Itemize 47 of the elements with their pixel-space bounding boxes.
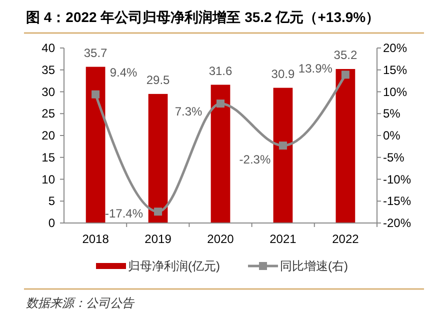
y2-tick-label: 0% bbox=[383, 128, 401, 142]
y-tick-label: 40 bbox=[42, 41, 56, 55]
point bbox=[278, 142, 287, 150]
data-label: 13.9% bbox=[298, 62, 333, 76]
data-label: -2.3% bbox=[239, 152, 271, 167]
data-label: 35.7 bbox=[84, 46, 108, 60]
x-tick-label: 2019 bbox=[144, 232, 172, 246]
bar bbox=[273, 88, 293, 223]
y2-tick-label: 5% bbox=[383, 106, 401, 121]
legend-label: 同比增速(右) bbox=[280, 259, 348, 273]
x-tick-label: 2021 bbox=[270, 232, 297, 246]
y-tick-label: 10 bbox=[42, 172, 56, 186]
bar bbox=[148, 94, 168, 223]
y2-tick-label: -5% bbox=[383, 150, 405, 164]
y2-tick-label: -10% bbox=[383, 172, 412, 186]
point bbox=[92, 90, 100, 98]
chart-title: 图 4：2022 年公司归母净利润增至 35.2 亿元（+13.9%） bbox=[26, 9, 380, 25]
x-tick-label: 2020 bbox=[207, 232, 234, 246]
y-tick-label: 30 bbox=[42, 84, 56, 99]
data-label: 7.3% bbox=[174, 104, 202, 119]
y-tick-label: 20 bbox=[42, 128, 56, 142]
y2-tick-label: 20% bbox=[383, 41, 408, 55]
bar bbox=[210, 84, 230, 223]
y2-tick-label: 15% bbox=[383, 62, 408, 77]
legend-label: 归母净利润(亿元) bbox=[128, 259, 220, 273]
data-label: -17.4% bbox=[105, 206, 144, 221]
point bbox=[341, 70, 350, 79]
y-tick-label: 25 bbox=[42, 106, 56, 121]
point bbox=[216, 100, 224, 108]
source-note: 数据来源：公司公告 bbox=[26, 296, 135, 310]
y2-tick-label: -15% bbox=[383, 194, 412, 208]
data-label: 29.5 bbox=[146, 72, 170, 87]
data-label: 9.4% bbox=[110, 65, 138, 80]
x-tick-label: 2018 bbox=[82, 232, 110, 246]
y2-tick-label: -20% bbox=[383, 216, 412, 230]
data-label: 35.2 bbox=[334, 48, 358, 62]
y-tick-label: 15 bbox=[42, 150, 56, 164]
y-tick-label: 35 bbox=[42, 62, 56, 77]
data-label: 31.6 bbox=[208, 64, 232, 78]
y2-tick-label: 10% bbox=[383, 84, 408, 99]
point bbox=[154, 208, 162, 216]
bar bbox=[336, 69, 356, 223]
data-label: 30.9 bbox=[271, 66, 295, 81]
y-tick-label: 0 bbox=[48, 216, 56, 230]
x-tick-label: 2022 bbox=[332, 232, 360, 246]
bar bbox=[86, 66, 106, 223]
y-tick-label: 5 bbox=[48, 194, 56, 208]
